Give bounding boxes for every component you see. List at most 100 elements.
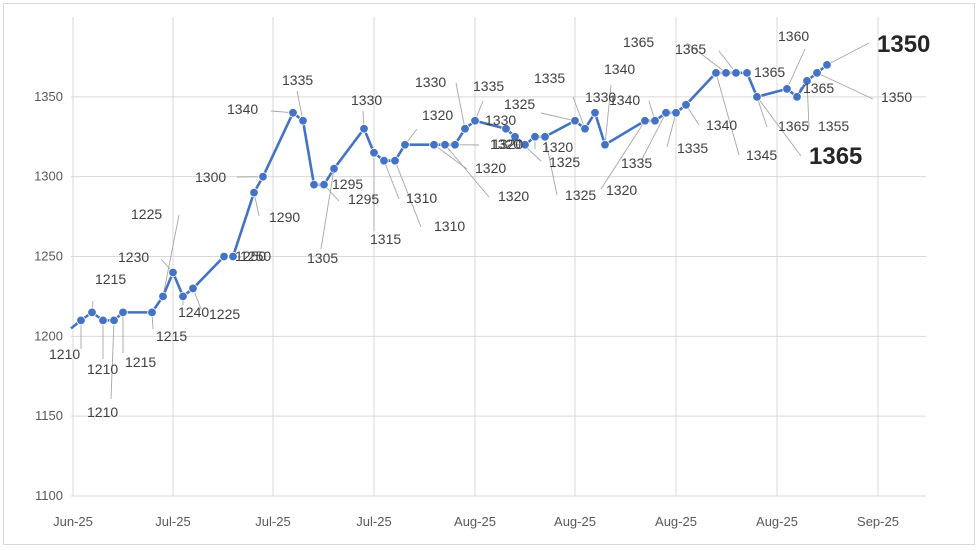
data-label: 1350 bbox=[877, 31, 930, 58]
data-point bbox=[460, 124, 470, 134]
data-point bbox=[359, 124, 369, 134]
data-label: 1340 bbox=[706, 117, 737, 133]
leader-line bbox=[641, 112, 667, 160]
leader-line bbox=[806, 80, 810, 128]
leader-line bbox=[572, 96, 586, 129]
data-label: 1240 bbox=[178, 304, 209, 320]
data-point bbox=[510, 132, 520, 142]
data-point bbox=[440, 140, 450, 150]
y-tick-label: 1350 bbox=[34, 89, 63, 104]
data-point bbox=[168, 267, 178, 278]
data-label: 1320 bbox=[542, 139, 573, 155]
data-label: 1325 bbox=[565, 187, 596, 203]
leader-line bbox=[110, 320, 115, 400]
leader-line bbox=[715, 72, 740, 156]
data-point bbox=[540, 132, 550, 142]
data-point bbox=[470, 116, 480, 126]
data-label: 1320 bbox=[490, 136, 521, 152]
data-point bbox=[711, 68, 721, 78]
data-point bbox=[721, 68, 731, 78]
data-point bbox=[752, 92, 762, 102]
data-point bbox=[792, 92, 802, 102]
data-point bbox=[118, 307, 128, 318]
data-label: 1330 bbox=[485, 112, 516, 128]
data-points bbox=[76, 60, 832, 326]
data-point bbox=[298, 116, 308, 126]
data-label: 1365 bbox=[623, 34, 654, 50]
data-label: 1210 bbox=[49, 346, 80, 362]
data-label: 1225 bbox=[209, 306, 240, 322]
data-point bbox=[731, 68, 741, 78]
data-point bbox=[109, 315, 119, 326]
data-point bbox=[379, 155, 389, 166]
data-label: 1300 bbox=[195, 169, 226, 185]
series-layer bbox=[70, 63, 828, 330]
data-label: 1225 bbox=[131, 206, 162, 222]
data-label: 1350 bbox=[881, 89, 912, 105]
data-point bbox=[650, 116, 660, 126]
leader-line bbox=[600, 120, 646, 190]
data-label: 1365 bbox=[754, 64, 785, 80]
data-point bbox=[570, 116, 580, 126]
x-tick-label: Jul-25 bbox=[356, 514, 391, 529]
x-tick-label: Sep-25 bbox=[857, 514, 899, 529]
data-label: 1310 bbox=[406, 190, 437, 206]
data-label: 1340 bbox=[227, 101, 258, 117]
data-point bbox=[87, 307, 97, 318]
y-tick-label: 1100 bbox=[35, 488, 63, 503]
data-label: 1295 bbox=[332, 176, 363, 192]
data-label: 1340 bbox=[604, 61, 635, 77]
data-point bbox=[147, 307, 157, 318]
data-label: 1335 bbox=[473, 78, 504, 94]
axis-ticks: 1100 1150 1200 1250 1300 1350 Jun-25 Jul-25 Jul-… bbox=[34, 89, 899, 529]
x-tick-label: Aug-25 bbox=[454, 514, 496, 529]
data-point bbox=[822, 60, 832, 70]
data-label: 1330 bbox=[415, 74, 446, 90]
chart-frame: 1100 1150 1200 1250 1300 1350 Jun-25 Jul-25 Jul-… bbox=[3, 3, 975, 545]
data-label: 1295 bbox=[348, 191, 379, 207]
data-point bbox=[98, 315, 108, 326]
leader-line bbox=[786, 48, 806, 90]
data-point bbox=[812, 68, 822, 78]
data-point bbox=[530, 132, 540, 142]
data-point bbox=[249, 187, 259, 198]
data-point bbox=[329, 163, 339, 174]
data-label: 1315 bbox=[370, 231, 401, 247]
data-label: 1360 bbox=[778, 28, 809, 44]
y-tick-label: 1150 bbox=[35, 408, 63, 423]
data-point bbox=[288, 108, 298, 118]
series-line bbox=[70, 63, 828, 330]
leader-line bbox=[320, 168, 335, 250]
data-point bbox=[158, 291, 168, 302]
data-point bbox=[450, 140, 460, 150]
data-label: 1320 bbox=[475, 160, 506, 176]
leader-line bbox=[296, 90, 304, 121]
data-label: 1330 bbox=[351, 92, 382, 108]
data-label: 1335 bbox=[282, 72, 313, 88]
data-label: 1250 bbox=[235, 248, 266, 264]
data-point bbox=[802, 76, 812, 86]
data-point bbox=[178, 291, 188, 302]
data-label: 1290 bbox=[269, 209, 300, 225]
leader-line bbox=[756, 96, 802, 157]
data-point bbox=[400, 140, 410, 150]
data-label: 1335 bbox=[534, 70, 565, 86]
data-label: 1215 bbox=[95, 271, 126, 287]
data-point bbox=[681, 100, 691, 110]
data-label: 1215 bbox=[125, 354, 156, 370]
y-tick-label: 1300 bbox=[34, 169, 63, 184]
data-point bbox=[319, 179, 329, 190]
data-label: 1365 bbox=[803, 80, 834, 96]
line-chart: 1100 1150 1200 1250 1300 1350 Jun-25 Jul-25 Jul-… bbox=[34, 17, 930, 529]
gridlines bbox=[71, 17, 926, 497]
data-point bbox=[369, 148, 379, 158]
data-label: 1210 bbox=[87, 361, 118, 377]
data-point bbox=[76, 315, 86, 326]
data-point bbox=[640, 116, 650, 126]
leader-line bbox=[162, 214, 180, 297]
data-label: 1320 bbox=[492, 136, 523, 152]
data-label: 1230 bbox=[118, 249, 149, 265]
leader-line bbox=[540, 112, 576, 122]
data-point bbox=[600, 140, 610, 150]
data-label: 1210 bbox=[87, 404, 118, 420]
